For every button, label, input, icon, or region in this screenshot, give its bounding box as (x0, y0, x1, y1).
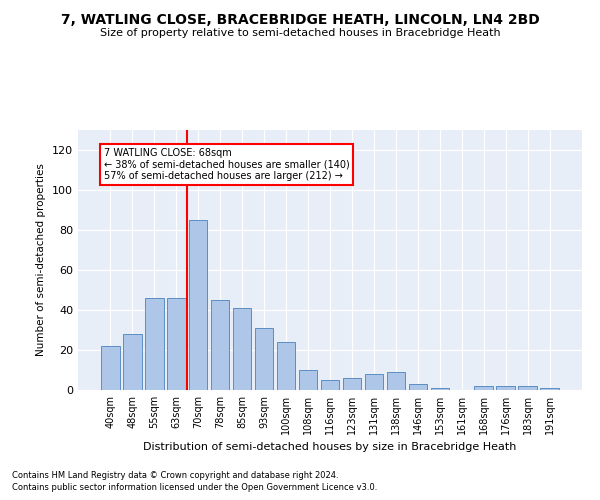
Bar (496, 386, 515, 390)
Bar (123, 334, 142, 390)
Text: Contains HM Land Registry data © Crown copyright and database right 2024.: Contains HM Land Registry data © Crown c… (12, 470, 338, 480)
Bar (431, 388, 449, 390)
Bar (101, 346, 119, 390)
Bar (320, 380, 340, 390)
Bar (233, 308, 251, 390)
Bar (475, 386, 493, 390)
Text: 7 WATLING CLOSE: 68sqm
← 38% of semi-detached houses are smaller (140)
57% of se: 7 WATLING CLOSE: 68sqm ← 38% of semi-det… (104, 148, 349, 181)
Bar (211, 300, 229, 390)
Y-axis label: Number of semi-detached properties: Number of semi-detached properties (37, 164, 46, 356)
X-axis label: Distribution of semi-detached houses by size in Bracebridge Heath: Distribution of semi-detached houses by … (143, 442, 517, 452)
Bar (343, 378, 361, 390)
Bar (409, 384, 427, 390)
Bar (189, 220, 208, 390)
Bar (299, 370, 317, 390)
Bar (386, 372, 405, 390)
Bar (255, 328, 274, 390)
Bar (277, 342, 295, 390)
Bar (365, 374, 383, 390)
Bar (145, 298, 164, 390)
Text: 7, WATLING CLOSE, BRACEBRIDGE HEATH, LINCOLN, LN4 2BD: 7, WATLING CLOSE, BRACEBRIDGE HEATH, LIN… (61, 12, 539, 26)
Bar (518, 386, 537, 390)
Bar (167, 298, 185, 390)
Bar (541, 388, 559, 390)
Text: Size of property relative to semi-detached houses in Bracebridge Heath: Size of property relative to semi-detach… (100, 28, 500, 38)
Text: Contains public sector information licensed under the Open Government Licence v3: Contains public sector information licen… (12, 483, 377, 492)
